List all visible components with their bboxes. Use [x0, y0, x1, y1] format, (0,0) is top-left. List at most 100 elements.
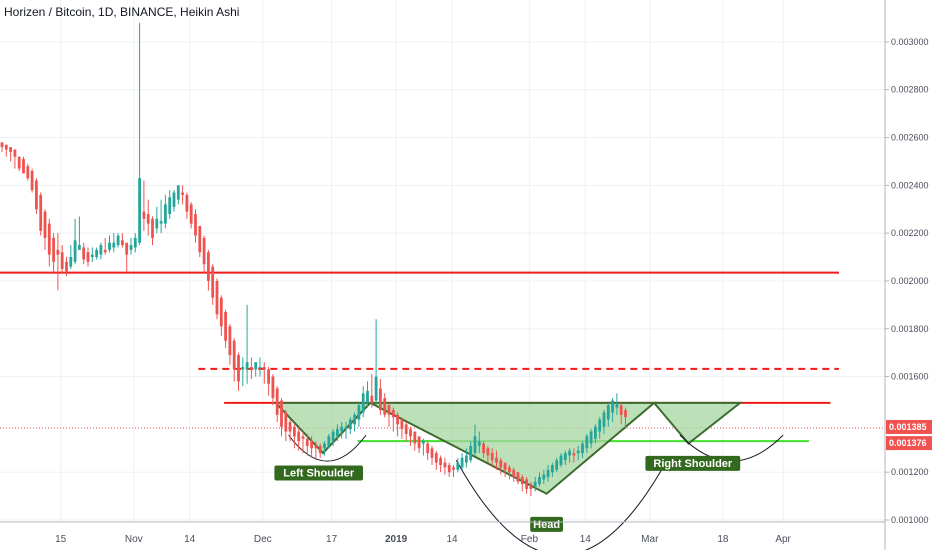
- x-tick-label: 14: [184, 534, 196, 545]
- candle-body: [508, 467, 511, 473]
- candle-body: [271, 376, 275, 399]
- candle-body: [520, 476, 524, 485]
- candle-body: [69, 257, 73, 267]
- candle: [142, 180, 146, 231]
- y-tick-label: 0.002200: [891, 228, 929, 238]
- candle: [327, 433, 331, 449]
- candle-body: [103, 249, 107, 253]
- candle-body: [121, 240, 124, 246]
- candle-body: [336, 429, 339, 437]
- candle: [477, 431, 481, 454]
- candle-body: [181, 192, 184, 195]
- candle-body: [176, 185, 180, 200]
- candle-body: [47, 223, 51, 255]
- candle: [344, 421, 348, 439]
- candle: [576, 445, 580, 461]
- candle-body: [447, 465, 451, 473]
- candle: [112, 233, 116, 253]
- candle-body: [262, 367, 266, 370]
- candle-body: [482, 443, 485, 454]
- candle: [413, 431, 417, 451]
- candle-body: [572, 453, 576, 456]
- candle: [215, 278, 219, 320]
- candle: [56, 233, 60, 291]
- annotation-label: Head: [533, 519, 560, 531]
- candle: [555, 457, 559, 473]
- candle: [4, 144, 8, 157]
- candle: [125, 242, 129, 272]
- candle: [503, 462, 507, 477]
- candle: [611, 398, 614, 422]
- candle: [499, 457, 503, 475]
- x-tick-label: Apr: [775, 534, 791, 545]
- candle-body: [52, 237, 55, 262]
- candle-body: [348, 419, 352, 430]
- annotation-label: Right Shoulder: [653, 458, 733, 470]
- candles: [0, 22, 627, 497]
- candle: [228, 323, 232, 365]
- candle: [47, 218, 51, 267]
- candle-body: [13, 149, 17, 157]
- candle-body: [443, 462, 447, 468]
- candle-body: [568, 450, 571, 456]
- candle-body: [374, 376, 378, 401]
- candle-body: [219, 297, 223, 327]
- candle: [202, 235, 206, 274]
- candle: [13, 149, 17, 169]
- candle-body: [422, 441, 425, 444]
- candle-body: [606, 405, 610, 420]
- candle: [563, 450, 567, 466]
- candle-body: [314, 445, 318, 449]
- candle: [86, 247, 90, 267]
- candle-body: [142, 211, 146, 219]
- candle-body: [413, 431, 417, 444]
- candle: [198, 225, 202, 258]
- candle: [159, 199, 163, 234]
- candle-body: [370, 395, 374, 403]
- x-tick-label: Dec: [254, 534, 272, 545]
- pattern-annotations: Left Shoulder Head Right Shoulder: [274, 455, 741, 532]
- candle-body: [318, 445, 322, 454]
- candle-body: [598, 419, 602, 432]
- candle: [353, 412, 356, 432]
- candle-body: [116, 235, 120, 246]
- candle-body: [512, 469, 516, 477]
- candle: [391, 407, 395, 432]
- current-price-tag: 0.001385: [889, 422, 927, 432]
- candle-body: [546, 469, 550, 477]
- candle: [129, 237, 133, 255]
- candle-body: [95, 249, 98, 258]
- candle-body: [202, 237, 206, 265]
- candle-body: [409, 429, 412, 437]
- candle: [460, 453, 464, 470]
- candle-body: [280, 400, 283, 427]
- candle-body: [542, 474, 546, 480]
- candle-body: [254, 362, 258, 370]
- candle: [619, 402, 623, 425]
- candle: [456, 457, 460, 473]
- candle-body: [602, 412, 606, 427]
- candle-body: [503, 462, 507, 470]
- candle-body: [533, 481, 537, 487]
- candle: [331, 429, 335, 446]
- candle: [508, 465, 511, 480]
- candle-body: [551, 465, 554, 473]
- candle-body: [323, 443, 326, 449]
- candle: [271, 374, 275, 406]
- candle-body: [207, 252, 210, 281]
- candle: [116, 233, 120, 248]
- candle: [516, 472, 520, 485]
- candle: [305, 433, 309, 456]
- prev-close-tag: 0.001376: [889, 438, 927, 448]
- candle: [422, 438, 425, 456]
- candle: [60, 245, 64, 274]
- candle-body: [164, 204, 167, 224]
- candle-body: [151, 218, 154, 238]
- candle: [280, 398, 283, 437]
- candle: [194, 209, 197, 243]
- y-tick-label: 0.001200: [891, 467, 929, 477]
- candle-body: [516, 472, 520, 482]
- candle-body: [357, 405, 361, 420]
- candle-body: [430, 448, 434, 458]
